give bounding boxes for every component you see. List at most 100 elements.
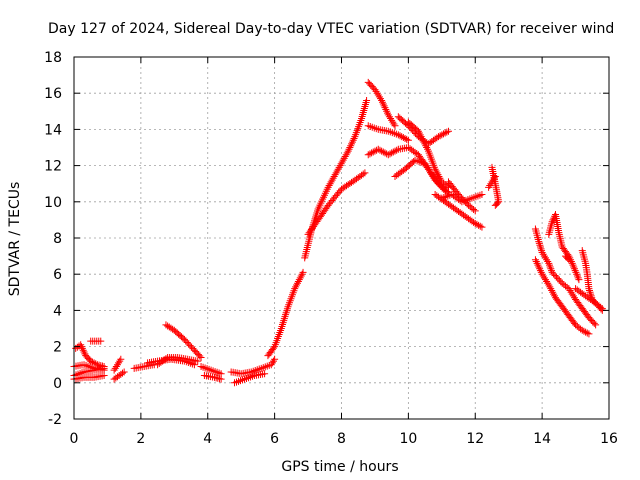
- data-point: [592, 321, 600, 329]
- data-point: [473, 220, 481, 228]
- data-point: [389, 148, 397, 156]
- y-tick-label: 0: [53, 376, 62, 392]
- data-point: [117, 355, 125, 363]
- y-tick-label: 6: [53, 267, 62, 283]
- data-point: [491, 201, 499, 209]
- data-point: [366, 150, 374, 158]
- data-point: [374, 91, 382, 99]
- y-tick-label: 8: [53, 231, 62, 247]
- data-point: [336, 162, 344, 170]
- data-point: [373, 89, 381, 97]
- x-tick-label: 16: [600, 431, 618, 447]
- data-point: [340, 154, 348, 162]
- data-point: [487, 180, 495, 188]
- data-point: [439, 130, 447, 138]
- data-point: [261, 370, 269, 378]
- data-point: [531, 256, 539, 264]
- data-point: [580, 327, 588, 335]
- data-point: [547, 285, 555, 293]
- data-point: [379, 148, 387, 156]
- data-point: [111, 364, 119, 372]
- data-point: [536, 265, 544, 273]
- data-point: [271, 355, 279, 363]
- data-point: [296, 274, 304, 282]
- data-point: [549, 216, 557, 224]
- chart-title: Day 127 of 2024, Sidereal Day-to-day VTE…: [48, 21, 614, 37]
- data-point: [470, 205, 478, 213]
- data-point: [551, 271, 559, 279]
- data-point: [100, 363, 108, 371]
- data-point: [550, 270, 558, 278]
- data-point: [554, 275, 562, 283]
- grid-lines: [74, 57, 609, 419]
- data-point: [488, 178, 496, 186]
- data-point: [182, 337, 190, 345]
- data-point: [116, 357, 124, 365]
- data-point: [162, 355, 170, 363]
- data-point: [478, 191, 486, 199]
- data-point: [92, 360, 100, 368]
- data-point: [327, 178, 335, 186]
- data-point: [486, 182, 494, 190]
- y-tick-label: 14: [44, 122, 62, 138]
- data-point: [543, 277, 551, 285]
- data-point: [429, 172, 437, 180]
- data-point: [115, 359, 123, 367]
- data-point: [186, 342, 194, 350]
- data-point: [387, 115, 395, 123]
- data-point: [569, 261, 577, 269]
- data-point: [434, 171, 442, 179]
- data-point: [368, 149, 376, 157]
- data-point: [418, 134, 426, 142]
- data-point: [292, 283, 300, 291]
- data-point: [441, 129, 449, 137]
- data-point: [539, 272, 547, 280]
- data-point: [378, 147, 386, 155]
- data-point: [383, 107, 391, 115]
- data-point: [490, 174, 498, 182]
- data-point: [420, 138, 428, 146]
- data-point: [564, 255, 572, 263]
- data-point: [342, 151, 350, 159]
- data-point: [371, 86, 379, 94]
- y-tick-label: 2: [53, 340, 62, 356]
- data-point: [371, 147, 379, 155]
- data-point: [118, 369, 126, 377]
- data-point: [388, 116, 396, 124]
- data-point: [459, 195, 467, 203]
- data-point: [590, 319, 598, 327]
- data-point: [537, 245, 545, 253]
- data-point: [543, 256, 551, 264]
- data-point: [544, 258, 552, 266]
- data-point: [404, 136, 412, 144]
- y-tick-label: 12: [44, 159, 62, 175]
- data-point: [485, 183, 493, 191]
- data-point: [87, 357, 95, 365]
- data-point: [369, 148, 377, 156]
- data-point: [90, 359, 98, 367]
- data-point: [79, 346, 87, 354]
- data-point: [381, 149, 389, 157]
- data-point: [343, 149, 351, 157]
- y-tick-label: 18: [44, 50, 62, 66]
- data-point: [77, 341, 85, 349]
- data-point: [552, 273, 560, 281]
- data-point: [359, 170, 367, 178]
- data-point: [197, 353, 205, 361]
- axis-ticks: 0 2 4 6 8 10 12 14 16 -2 0 2 4 6 8 10 12 14 16 18: [44, 50, 618, 447]
- data-point: [217, 375, 225, 383]
- data-point: [570, 263, 578, 271]
- data-point: [571, 267, 579, 275]
- data-point: [348, 138, 356, 146]
- data-point: [538, 270, 546, 278]
- data-point: [381, 104, 389, 112]
- data-point: [463, 200, 471, 208]
- data-point: [436, 174, 444, 182]
- data-point: [568, 290, 576, 298]
- data-point: [399, 134, 407, 142]
- x-tick-label: 2: [136, 431, 145, 447]
- data-point: [532, 258, 540, 266]
- data-point: [120, 368, 128, 376]
- data-point: [539, 250, 547, 258]
- data-point: [570, 265, 578, 273]
